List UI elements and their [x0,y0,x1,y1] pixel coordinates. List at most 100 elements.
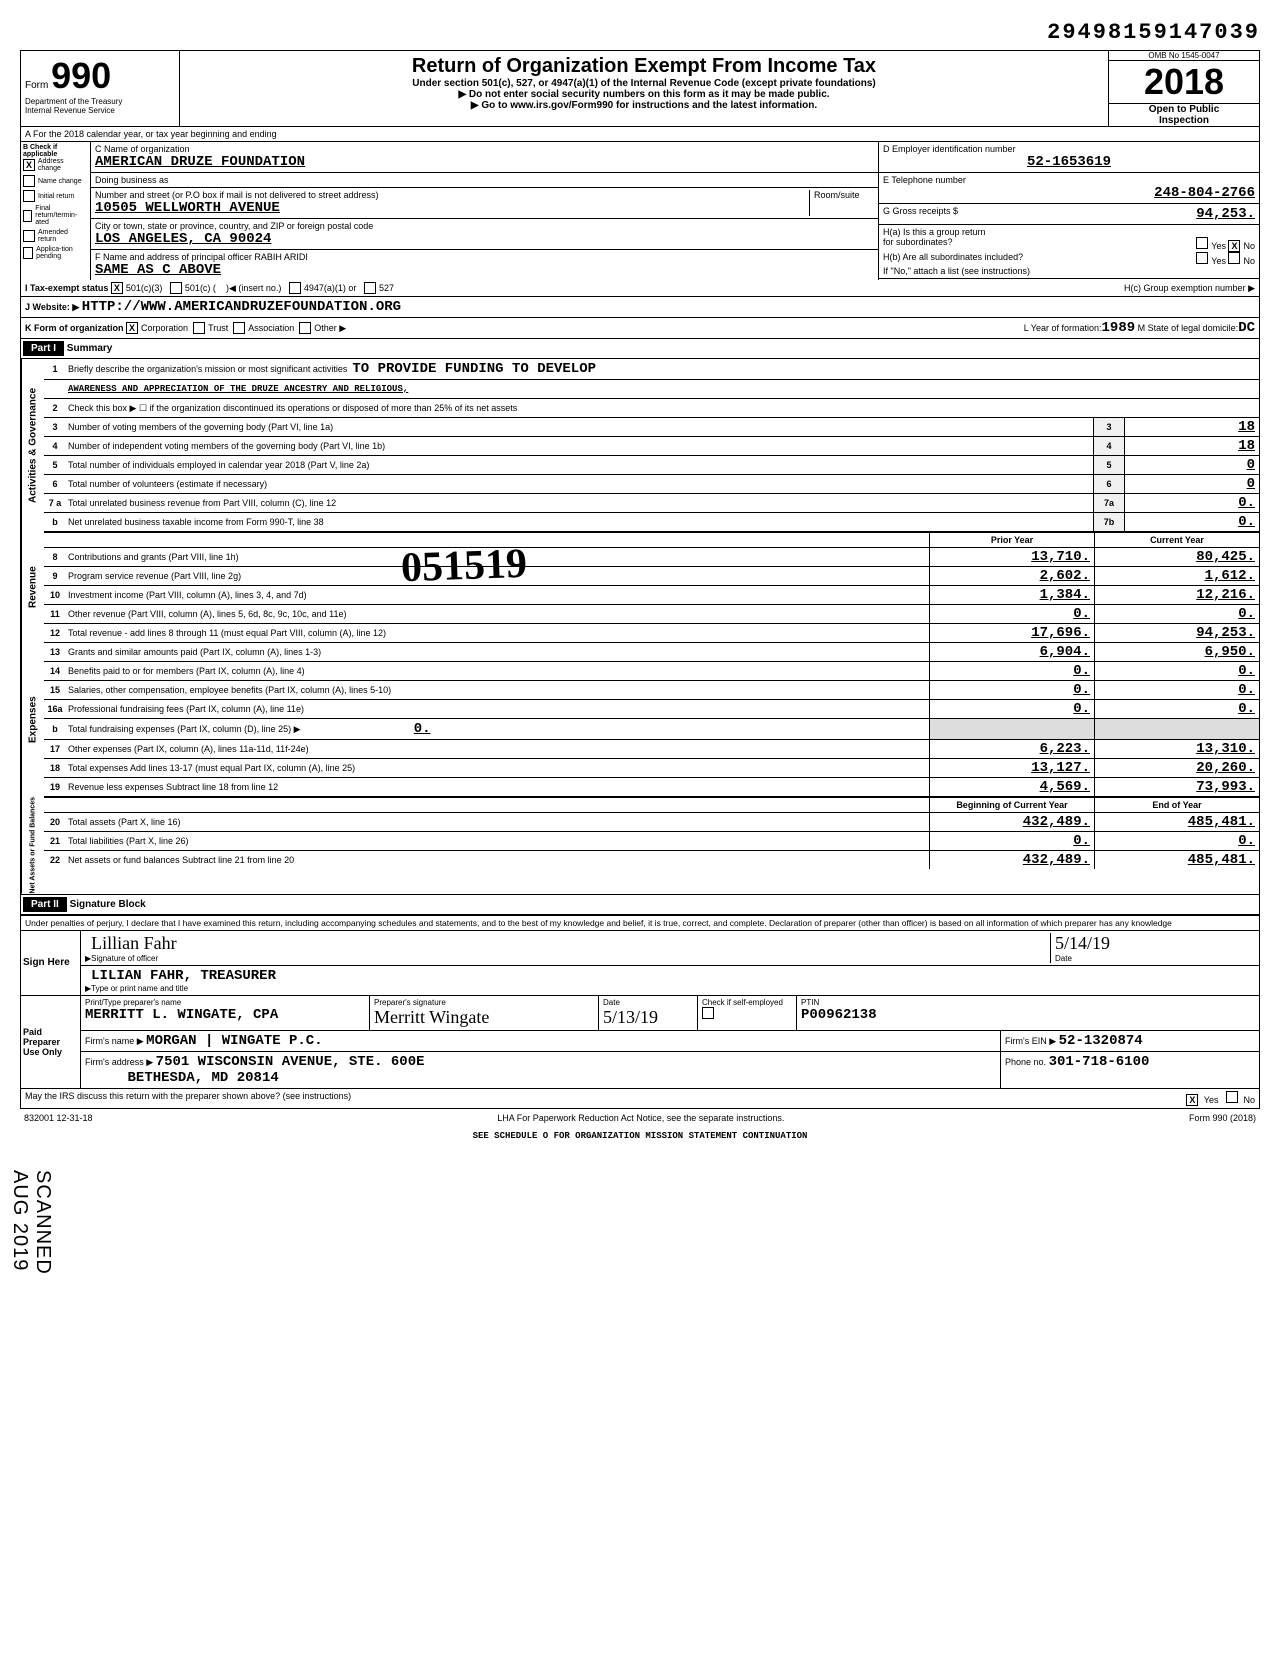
ptin: P00962138 [801,1007,1255,1023]
line11-current: 0. [1094,605,1259,623]
cb-corp[interactable]: X [126,322,138,334]
officer-address: SAME AS C ABOVE [95,262,874,278]
form-header: Form 990 Department of the Treasury Inte… [20,50,1260,126]
line22-prior: 432,489. [929,851,1094,869]
line9-prior: 2,602. [929,567,1094,585]
line16a-prior: 0. [929,700,1094,718]
cb-other[interactable] [299,322,311,334]
section-b-label: B Check if applicable [23,144,88,158]
vtab-expenses: Expenses [21,643,44,797]
hb-note: If "No," attach a list (see instructions… [883,266,1255,276]
form-subtitle: Under section 501(c), 527, or 4947(a)(1)… [184,78,1104,89]
line6-val: 0 [1124,475,1259,493]
phone-label: E Telephone number [883,175,1255,185]
line11-label: Other revenue (Part VIII, column (A), li… [66,607,929,621]
website-url: HTTP://WWW.AMERICANDRUZEFOUNDATION.ORG [82,299,401,315]
irs-label: Internal Revenue Service [25,106,175,115]
ssn-warning: ▶ Do not enter social security numbers o… [184,89,1104,100]
omb-number: OMB No 1545-0047 [1109,51,1259,60]
line19-label: Revenue less expenses Subtract line 18 f… [66,780,929,794]
cb-501c3[interactable]: X [111,282,123,294]
preparer-signature: Merritt Wingate [374,1007,594,1028]
lbl-initial-return: Initial return [38,193,75,200]
mission-line2: AWARENESS AND APPRECIATION OF THE DRUZE … [66,382,1259,396]
footer-right: Form 990 (2018) [1189,1113,1256,1123]
cb-discuss-yes[interactable]: X [1186,1094,1198,1106]
footer-left: 832001 12-31-18 [24,1113,93,1123]
line17-label: Other expenses (Part IX, column (A), lin… [66,742,929,756]
cb-assoc[interactable] [233,322,245,334]
mission-line1: TO PROVIDE FUNDING TO DEVELOP [352,361,596,377]
scanned-stamp: SCANNED AUG 2019 [8,1170,54,1275]
line16b-val: 0. [311,721,431,737]
hc-label: H(c) Group exemption number ▶ [1124,283,1255,294]
ein-label: D Employer identification number [883,144,1255,154]
continuation-note: SEE SCHEDULE O FOR ORGANIZATION MISSION … [20,1127,1260,1145]
date-stamp: 051519 [400,540,528,592]
line3-val: 18 [1124,418,1259,436]
calendar-year-row: A For the 2018 calendar year, or tax yea… [20,126,1260,141]
sig-date: 5/14/19 [1055,933,1110,953]
form-title: Return of Organization Exempt From Incom… [184,55,1104,78]
cb-discuss-no[interactable] [1226,1091,1238,1103]
dln-number: 29498159147039 [20,20,1260,45]
cb-hb-yes[interactable] [1196,252,1208,264]
hb-label: H(b) Are all subordinates included? [883,252,1023,266]
officer-signature: Lillian Fahr [91,933,176,953]
ha-label: H(a) Is this a group return [883,227,1255,237]
line10-prior: 1,384. [929,586,1094,604]
cb-amended[interactable] [23,230,35,242]
line17-prior: 6,223. [929,740,1094,758]
vtab-netassets: Net Assets or Fund Balances [21,797,44,894]
ha-sub: for subordinates? [883,237,953,252]
goto-link: ▶ Go to www.irs.gov/Form990 for instruct… [184,100,1104,111]
gross-label: G Gross receipts $ [883,206,958,222]
dba-label: Doing business as [95,175,874,185]
line19-prior: 4,569. [929,778,1094,796]
line20-current: 485,481. [1094,813,1259,831]
line18-label: Total expenses Add lines 13-17 (must equ… [66,761,929,775]
line21-current: 0. [1094,832,1259,850]
cb-4947[interactable] [289,282,301,294]
year-formation: 1989 [1102,320,1136,336]
state-domicile: DC [1238,320,1255,336]
line13-label: Grants and similar amounts paid (Part IX… [66,645,929,659]
cb-app-pending[interactable] [23,247,33,259]
line17-current: 13,310. [1094,740,1259,758]
cb-name-change[interactable] [23,175,35,187]
line20-prior: 432,489. [929,813,1094,831]
cb-527[interactable] [364,282,376,294]
phone: 248-804-2766 [883,185,1255,201]
line13-prior: 6,904. [929,643,1094,661]
line2: Check this box ▶ ☐ if the organization d… [66,401,1259,416]
line6: Total number of volunteers (estimate if … [66,477,1093,491]
cb-address-change[interactable]: X [23,159,35,171]
line22-current: 485,481. [1094,851,1259,869]
line19-current: 73,993. [1094,778,1259,796]
ein: 52-1653619 [883,154,1255,170]
begin-year-header: Beginning of Current Year [929,798,1094,812]
cb-hb-no[interactable] [1228,252,1240,264]
officer-label: F Name and address of principal officer … [95,252,874,262]
line10-label: Investment income (Part VIII, column (A)… [66,588,929,602]
line21-prior: 0. [929,832,1094,850]
cb-ha-yes[interactable] [1196,237,1208,249]
cb-final-return[interactable] [23,210,32,222]
cb-initial-return[interactable] [23,190,35,202]
footer-center: LHA For Paperwork Reduction Act Notice, … [497,1113,784,1123]
name-label: C Name of organization [95,144,874,154]
vtab-governance: Activities & Governance [21,359,44,532]
cb-ha-no[interactable]: X [1228,240,1240,252]
lbl-no: No [1243,241,1255,251]
firm-address1: 7501 WISCONSIN AVENUE, STE. 600E [156,1054,425,1070]
line16b: Total fundraising expenses (Part IX, col… [66,719,929,739]
line5-val: 0 [1124,456,1259,474]
gross-receipts: 94,253. [1196,206,1255,222]
org-name: AMERICAN DRUZE FOUNDATION [95,154,874,170]
part1-header: Part I [23,341,64,356]
cb-self-employed[interactable] [702,1007,714,1019]
firm-ein: 52-1320874 [1059,1033,1143,1049]
cb-trust[interactable] [193,322,205,334]
cb-501c[interactable] [170,282,182,294]
line3: Number of voting members of the governin… [66,420,1093,434]
